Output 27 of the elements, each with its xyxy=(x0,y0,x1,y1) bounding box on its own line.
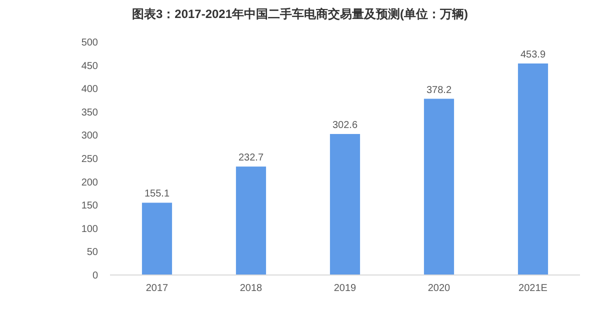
x-tick-label: 2018 xyxy=(240,283,263,294)
data-label: 232.7 xyxy=(238,152,264,164)
bar xyxy=(236,166,266,275)
bar xyxy=(142,202,172,275)
y-tick-label: 300 xyxy=(81,130,98,142)
x-tick-label: 2020 xyxy=(428,283,451,294)
y-tick-label: 0 xyxy=(92,270,98,282)
y-tick-label: 50 xyxy=(86,247,98,258)
x-tick-label: 2019 xyxy=(334,283,357,294)
data-label: 378.2 xyxy=(426,84,452,96)
data-label: 155.1 xyxy=(144,188,170,200)
x-tick-label: 2017 xyxy=(146,283,169,294)
data-label: 453.9 xyxy=(520,49,546,60)
y-tick-label: 400 xyxy=(81,84,98,96)
y-tick-label: 500 xyxy=(81,38,98,48)
x-tick-label: 2021E xyxy=(518,283,548,294)
bar xyxy=(330,134,360,275)
y-tick-label: 200 xyxy=(81,177,98,188)
bar xyxy=(518,63,548,275)
y-tick-label: 150 xyxy=(81,200,98,212)
y-tick-label: 100 xyxy=(81,224,98,235)
y-tick-label: 250 xyxy=(81,154,98,165)
y-tick-label: 350 xyxy=(81,107,98,118)
chart-title: 图表3：2017-2021年中国二手车电商交易量及预测(单位：万辆) xyxy=(132,7,468,21)
y-tick-label: 450 xyxy=(81,60,98,72)
data-label: 302.6 xyxy=(332,120,358,131)
bar xyxy=(424,98,454,275)
